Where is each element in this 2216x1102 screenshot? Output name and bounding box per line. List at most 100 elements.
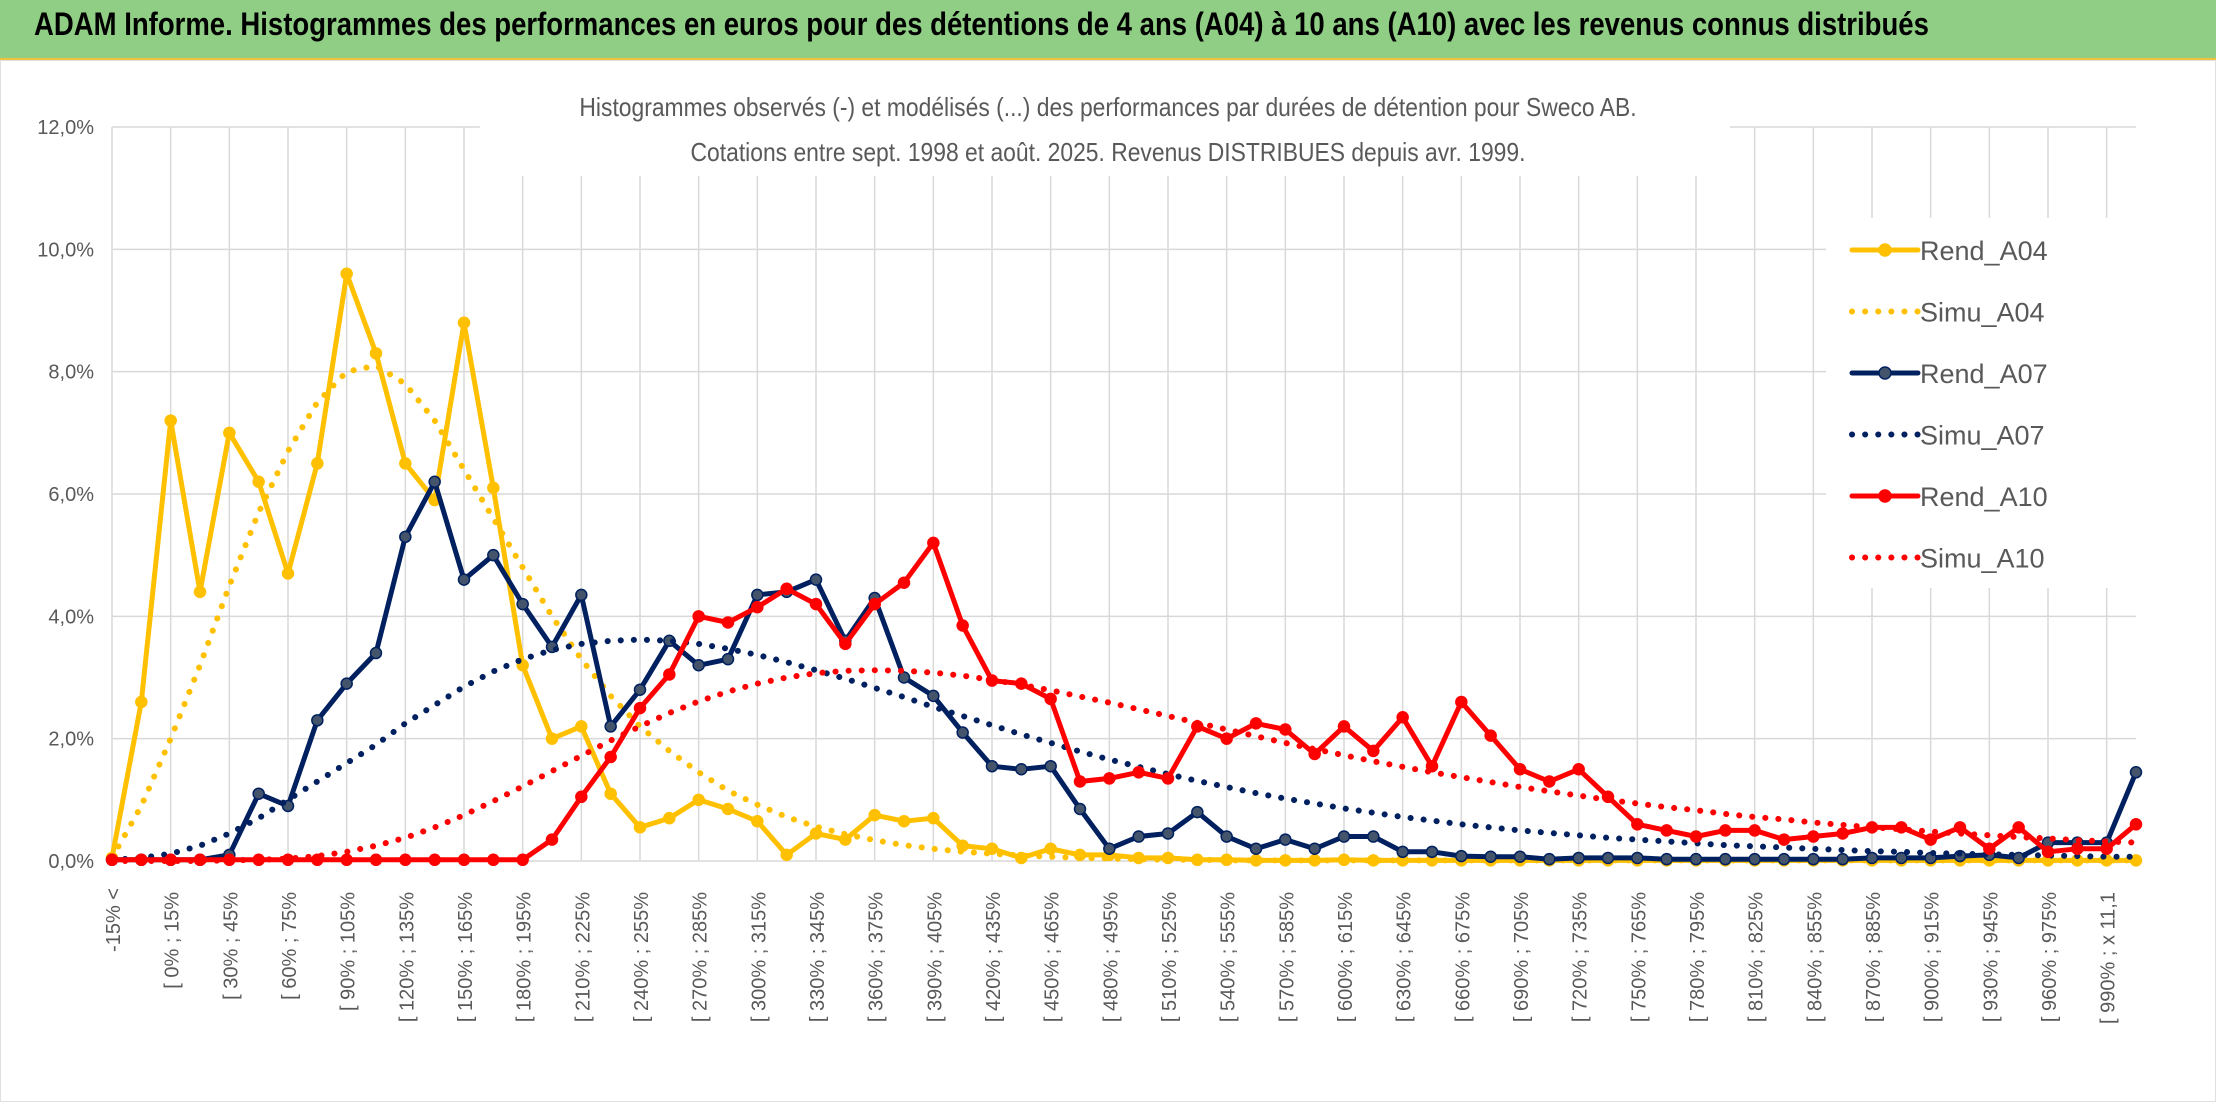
data-point xyxy=(2100,842,2113,856)
legend-label: Simu_A10 xyxy=(1920,544,2045,574)
x-tick-label: [ 540% ; 555% xyxy=(1218,892,1240,1022)
data-point xyxy=(1924,833,1937,846)
data-point xyxy=(1572,763,1585,776)
data-point xyxy=(516,597,529,611)
data-point xyxy=(1220,830,1233,843)
data-point xyxy=(575,588,588,602)
legend-background xyxy=(1826,218,2138,588)
x-axis-ticks: -15% < [ 0% ; 15% [ 30% ; 45% [ 60% ; 75% [ … xyxy=(103,888,2120,1024)
data-point xyxy=(809,597,823,611)
data-point xyxy=(1161,827,1175,840)
data-point xyxy=(751,814,764,828)
data-point xyxy=(1103,842,1116,856)
data-point xyxy=(1044,842,1057,856)
data-point xyxy=(164,414,177,427)
data-point xyxy=(1367,744,1380,758)
data-point xyxy=(897,576,911,589)
data-point xyxy=(897,671,911,684)
legend-label: Rend_A10 xyxy=(1920,482,2048,512)
data-point xyxy=(1572,851,1585,865)
x-tick-label: [ 630% ; 645% xyxy=(1394,892,1416,1022)
data-point xyxy=(457,316,471,329)
data-point xyxy=(956,726,969,739)
data-point xyxy=(1073,802,1087,816)
data-point xyxy=(457,573,471,586)
chart-legend: Rend_A04 Simu_A04 Rend_A07 Simu_A07 Rend_A10… xyxy=(1826,218,2138,588)
data-point xyxy=(721,802,735,816)
x-tick-label: [ 0% ; 15% xyxy=(162,892,184,989)
data-point xyxy=(604,787,617,800)
data-point xyxy=(1543,852,1556,866)
x-tick-label: [ 60% ; 75% xyxy=(279,892,301,1000)
x-tick-label: [ 270% ; 285% xyxy=(690,892,712,1022)
x-tick-label: [ 570% ; 585% xyxy=(1276,892,1298,1022)
data-point xyxy=(780,582,793,596)
data-point xyxy=(575,790,588,804)
data-point xyxy=(193,585,207,599)
x-tick-label: [ 120% ; 135% xyxy=(396,892,418,1022)
data-point xyxy=(721,616,735,629)
data-point xyxy=(1777,852,1791,866)
data-point xyxy=(1337,720,1351,733)
data-point xyxy=(1132,766,1145,779)
data-point xyxy=(311,714,324,727)
data-point xyxy=(1132,830,1145,843)
data-point xyxy=(1983,842,1996,856)
data-point xyxy=(223,426,236,440)
x-tick-label: [ 150% ; 165% xyxy=(455,892,477,1022)
x-tick-label: [ 450% ; 465% xyxy=(1042,892,1064,1022)
data-point xyxy=(1455,849,1468,863)
data-point xyxy=(2071,842,2084,856)
data-point xyxy=(1748,852,1761,866)
data-point xyxy=(340,267,353,281)
data-point xyxy=(868,808,881,822)
legend-marker xyxy=(1878,243,1892,257)
x-tick-label: [ 420% ; 435% xyxy=(983,892,1005,1022)
legend-entry: Rend_A07 xyxy=(1849,359,2048,389)
data-point xyxy=(428,853,441,867)
data-point xyxy=(927,689,940,703)
chart-title-line-2: Cotations entre sept. 1998 et août. 2025… xyxy=(691,139,1526,168)
data-point xyxy=(1044,692,1057,706)
x-tick-label: [ 30% ; 45% xyxy=(220,892,242,1000)
data-point xyxy=(927,536,940,550)
x-tick-label: [ 390% ; 405% xyxy=(924,892,946,1022)
data-point xyxy=(780,848,793,862)
data-point xyxy=(1425,845,1439,859)
y-tick-label: 0,0% xyxy=(48,851,94,873)
data-point xyxy=(1660,852,1673,866)
data-point xyxy=(281,567,295,580)
series-Rend_A07 xyxy=(105,475,2143,867)
data-point xyxy=(252,787,265,800)
data-point xyxy=(1719,824,1732,837)
data-point xyxy=(1836,852,1849,866)
data-point xyxy=(1631,851,1644,865)
data-point xyxy=(545,833,559,846)
data-point xyxy=(457,853,471,867)
data-point xyxy=(369,853,383,867)
x-tick-label: [ 660% ; 675% xyxy=(1452,892,1474,1022)
data-point xyxy=(985,759,999,773)
data-point xyxy=(663,811,676,825)
data-point xyxy=(135,695,148,709)
x-tick-label: [ 810% ; 825% xyxy=(1746,892,1768,1022)
data-point xyxy=(399,457,412,470)
data-point xyxy=(1601,851,1615,865)
data-point xyxy=(487,853,500,867)
data-point xyxy=(721,652,735,666)
legend-label: Rend_A07 xyxy=(1920,359,2048,389)
y-tick-label: 10,0% xyxy=(37,239,94,261)
data-point xyxy=(487,481,500,495)
data-point xyxy=(1719,852,1732,866)
legend-marker xyxy=(1878,366,1892,380)
y-tick-label: 6,0% xyxy=(48,484,94,506)
y-tick-label: 12,0% xyxy=(37,117,94,139)
title-backdrop xyxy=(480,86,1730,176)
legend-entry: Simu_A04 xyxy=(1849,298,2045,328)
data-point xyxy=(516,853,529,867)
data-point xyxy=(1396,845,1409,859)
legend-entry: Rend_A10 xyxy=(1849,482,2048,512)
data-point xyxy=(1660,824,1673,837)
y-tick-label: 8,0% xyxy=(48,362,94,384)
series-line xyxy=(109,667,2139,864)
